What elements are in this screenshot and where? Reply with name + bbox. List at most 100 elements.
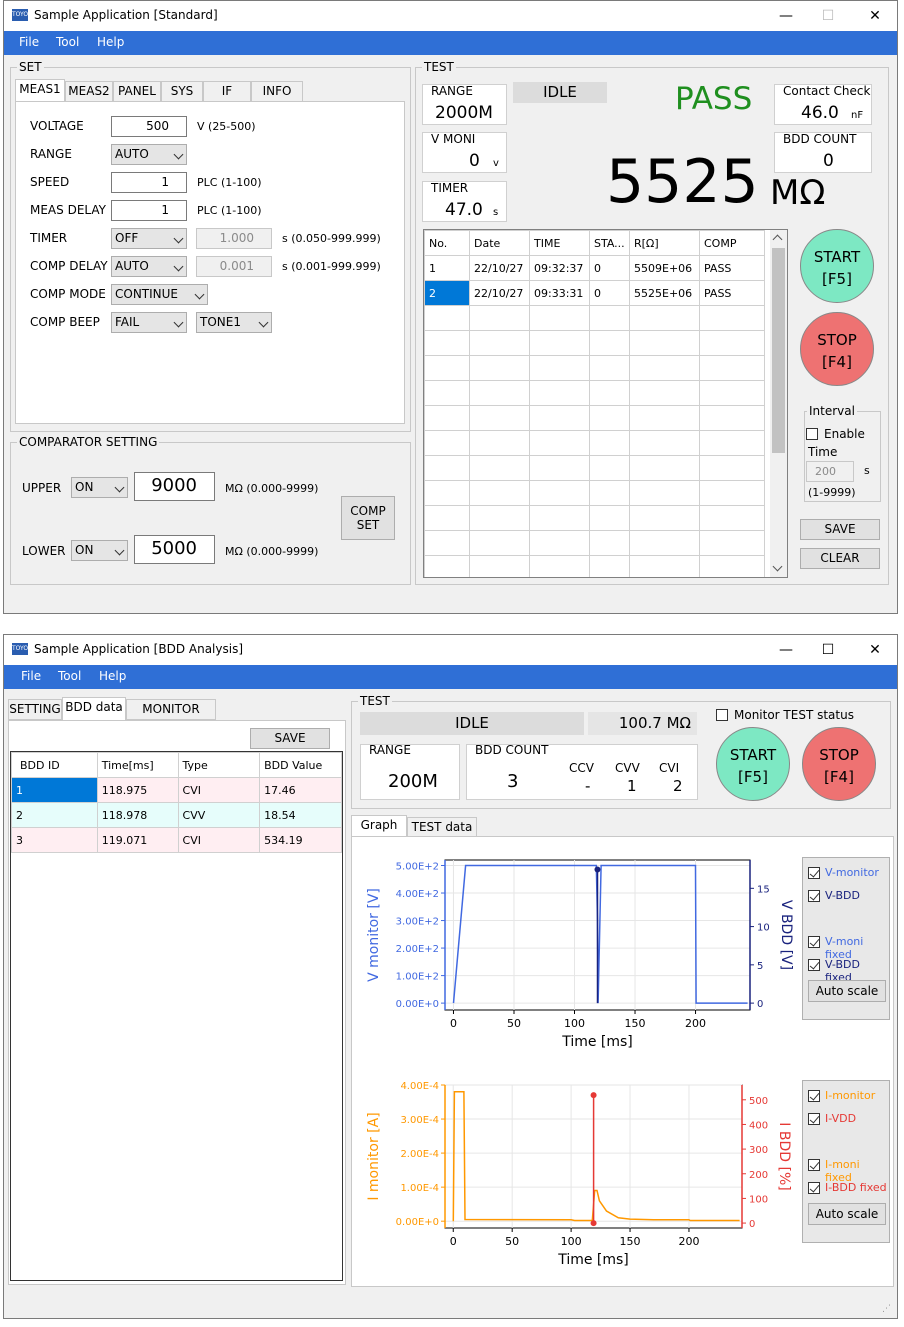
interval-input[interactable]: 200 (806, 461, 854, 482)
comp-set-button[interactable]: COMP SET (341, 496, 395, 540)
menu-help[interactable]: Help (97, 35, 125, 49)
table-header: BDD ID Time[ms] Type BDD Value (11, 752, 342, 778)
comp-mode-select[interactable]: CONTINUE (111, 284, 208, 305)
clear-button[interactable]: CLEAR (800, 548, 880, 569)
col-bdd-value[interactable]: BDD Value (259, 752, 342, 778)
table-scrollbar[interactable] (770, 230, 787, 577)
close-button[interactable]: ✕ (869, 642, 881, 658)
menu-tool[interactable]: Tool (58, 669, 82, 683)
table-row[interactable]: 3 119.071 CVI 534.19 (11, 827, 342, 853)
table-row (424, 555, 765, 577)
timer-input[interactable]: 1.000 (196, 228, 272, 249)
chevron-down-icon (114, 545, 125, 556)
tab-meas2[interactable]: MEAS2 (65, 81, 113, 102)
v-monitor-checkbox[interactable] (808, 867, 820, 879)
col-r[interactable]: R[Ω] (629, 230, 700, 256)
series-marker (590, 1220, 597, 1227)
tab-bdd-data[interactable]: BDD data (62, 697, 126, 720)
menu-help[interactable]: Help (99, 669, 127, 683)
timer-mode-select[interactable]: OFF (111, 228, 187, 249)
i-autoscale-button[interactable]: Auto scale (808, 1203, 886, 1225)
i-vdd-checkbox[interactable] (808, 1113, 820, 1125)
tab-meas1[interactable]: MEAS1 (15, 79, 65, 102)
menu-file[interactable]: File (19, 35, 40, 49)
col-status[interactable]: STA... (589, 230, 630, 256)
interval-enable-checkbox[interactable] (806, 428, 818, 440)
i-moni-fixed-checkbox[interactable] (808, 1159, 820, 1171)
menu-file[interactable]: File (21, 669, 42, 683)
voltage-input[interactable]: 500 (111, 116, 187, 137)
save-button[interactable]: SAVE (250, 728, 330, 749)
bdd-table[interactable]: BDD ID Time[ms] Type BDD Value 1 118.975… (10, 751, 343, 1281)
col-type[interactable]: Type (177, 752, 261, 778)
meas-delay-input[interactable]: 1 (111, 200, 187, 221)
table-row[interactable]: 1 22/10/27 09:32:37 0 5509E+06 PASS (424, 255, 765, 281)
range-select[interactable]: AUTO (111, 144, 187, 165)
minimize-button[interactable]: — (779, 642, 793, 658)
comp-beep-mode-select[interactable]: FAIL (111, 312, 187, 333)
result-table[interactable]: No. Date TIME STA... R[Ω] COMP 1 22/10/2… (423, 229, 788, 578)
tab-panel[interactable]: PANEL (113, 81, 161, 102)
chevron-up-icon[interactable] (772, 234, 783, 245)
resize-grip-icon[interactable]: ⋰ (882, 1304, 891, 1314)
col-date[interactable]: Date (469, 230, 530, 256)
comp-delay-mode-select[interactable]: AUTO (111, 256, 187, 277)
chevron-down-icon[interactable] (772, 561, 783, 572)
y-axis-title: V monitor [V] (366, 888, 382, 982)
tab-sys[interactable]: SYS (161, 81, 203, 102)
upper-state-select[interactable]: ON (71, 477, 128, 498)
comp-delay-input[interactable]: 0.001 (196, 256, 272, 277)
maximize-button[interactable]: ☐ (821, 8, 835, 24)
tab-monitor-data[interactable]: MONITOR data (126, 699, 216, 735)
i-bdd-fixed-checkbox[interactable] (808, 1182, 820, 1194)
monitor-test-status-checkbox[interactable] (716, 709, 728, 721)
cell: 5509E+06 (629, 255, 700, 281)
col-time[interactable]: Time[ms] (96, 752, 179, 778)
maximize-button[interactable]: ☐ (821, 642, 835, 658)
x-tick-label: 150 (620, 1235, 641, 1248)
tab-test-data[interactable]: TEST data (407, 817, 477, 838)
reading-value: 5525 (606, 147, 759, 217)
i-monitor-checkbox[interactable] (808, 1090, 820, 1102)
lower-state-select[interactable]: ON (71, 540, 128, 561)
v-bdd-checkbox[interactable] (808, 890, 820, 902)
x-tick-label: 50 (505, 1235, 519, 1248)
start-button[interactable]: START [F5] (800, 229, 874, 303)
close-button[interactable]: ✕ (869, 8, 881, 24)
speed-input[interactable]: 1 (111, 172, 187, 193)
timer-display: TIMER 47.0 s (422, 181, 507, 222)
scrollbar-thumb[interactable] (772, 248, 785, 453)
col-bdd-id[interactable]: BDD ID (11, 752, 98, 778)
reading-unit: MΩ (770, 173, 826, 213)
cell: 17.46 (259, 777, 342, 803)
tab-setting[interactable]: SETTING (8, 699, 62, 720)
stop-button[interactable]: STOP [F4] (802, 727, 876, 801)
table-row[interactable]: 2 118.978 CVV 18.54 (11, 802, 342, 828)
x-tick-label: 200 (685, 1017, 706, 1030)
comp-beep-tone-select[interactable]: TONE1 (196, 312, 272, 333)
tab-info[interactable]: INFO (251, 81, 303, 102)
table-row[interactable]: 1 118.975 CVI 17.46 (11, 777, 342, 803)
upper-input[interactable]: 9000 (134, 472, 215, 501)
col-comp[interactable]: COMP (699, 230, 765, 256)
start-button[interactable]: START [F5] (716, 727, 790, 801)
v-chart: 0 50 100 150 2000.00E+01.00E+22.00E+23.00E+2… (366, 859, 794, 1050)
menu-tool[interactable]: Tool (56, 35, 80, 49)
col-no[interactable]: No. (424, 230, 470, 256)
contact-check-label: Contact Check (783, 84, 871, 98)
table-row[interactable]: 2 22/10/27 09:33:31 0 5525E+06 PASS (424, 280, 765, 306)
save-button[interactable]: SAVE (800, 519, 880, 540)
v-autoscale-button[interactable]: Auto scale (808, 980, 886, 1002)
tab-if[interactable]: IF (203, 81, 251, 102)
cell: 0 (589, 255, 630, 281)
v-bdd-fixed-checkbox[interactable] (808, 959, 820, 971)
v-moni-fixed-checkbox[interactable] (808, 936, 820, 948)
timer-display-label: TIMER (431, 181, 469, 195)
range-display-value: 200M (388, 771, 438, 792)
y-tick-label: 4.00E-4 (400, 1081, 439, 1092)
tab-graph[interactable]: Graph (351, 815, 407, 838)
col-time[interactable]: TIME (529, 230, 590, 256)
stop-button[interactable]: STOP [F4] (800, 312, 874, 386)
lower-input[interactable]: 5000 (134, 535, 215, 564)
minimize-button[interactable]: — (779, 8, 793, 24)
